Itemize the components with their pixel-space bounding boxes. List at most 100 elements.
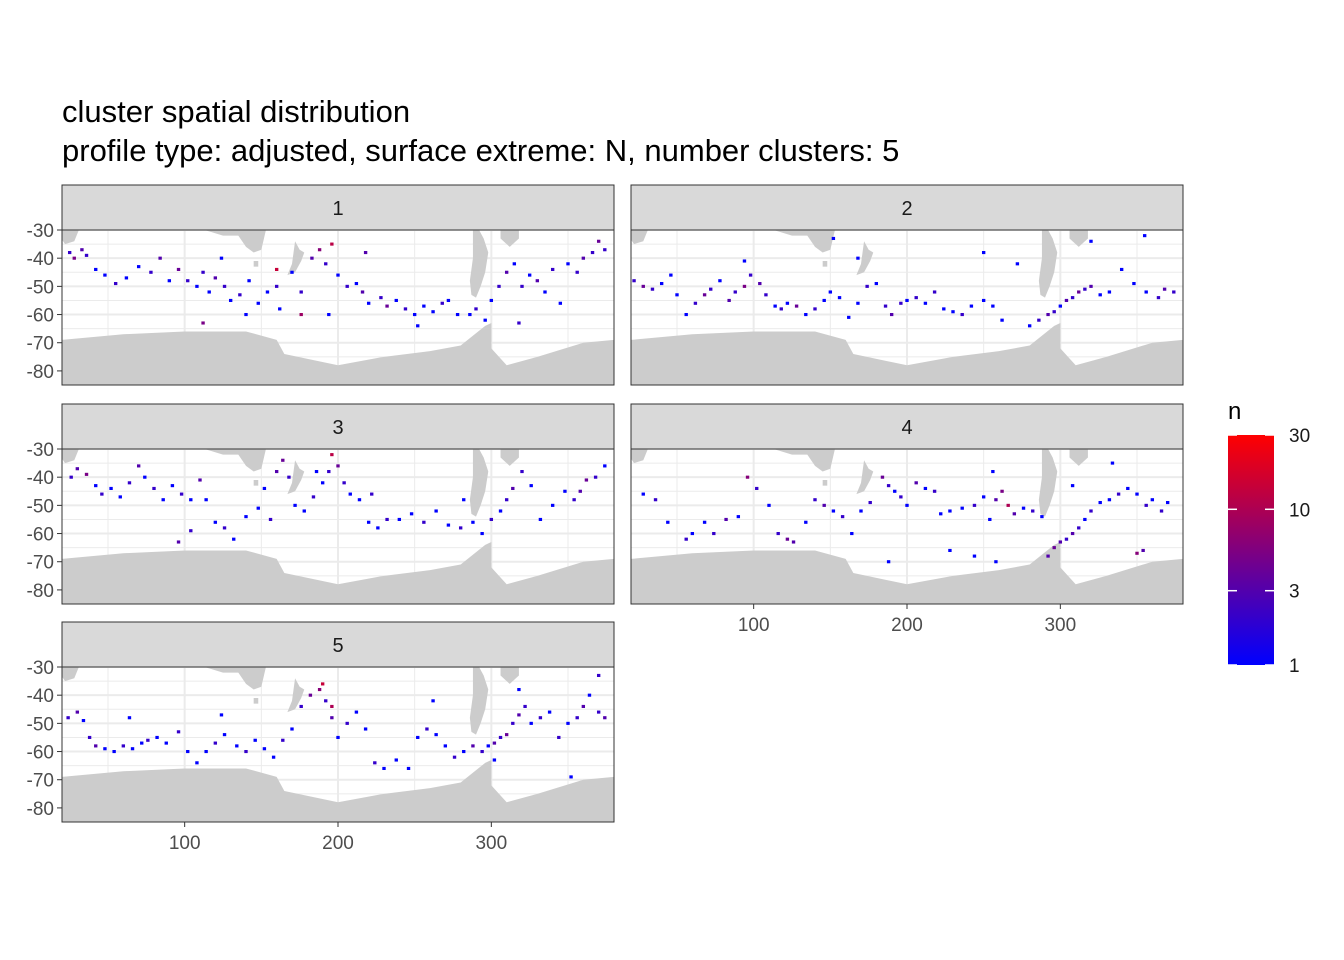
heatmap-cell bbox=[1065, 538, 1068, 541]
heatmap-cell bbox=[1120, 268, 1123, 271]
heatmap-cell bbox=[1172, 290, 1175, 293]
heatmap-cell bbox=[724, 518, 727, 521]
heatmap-cell bbox=[804, 521, 807, 524]
heatmap-cell bbox=[493, 758, 496, 761]
heatmap-cell bbox=[703, 521, 706, 524]
heatmap-cell bbox=[431, 699, 434, 702]
heatmap-cell bbox=[832, 509, 835, 512]
heatmap-cell bbox=[884, 305, 887, 308]
heatmap-cell bbox=[315, 470, 318, 473]
panel-plot-area bbox=[57, 449, 614, 607]
x-tick-label: 200 bbox=[322, 833, 354, 854]
heatmap-cell bbox=[551, 268, 554, 271]
heatmap-cell bbox=[737, 515, 740, 518]
heatmap-cell bbox=[758, 282, 761, 285]
heatmap-cell bbox=[856, 257, 859, 260]
heatmap-cell bbox=[361, 290, 364, 293]
heatmap-cell bbox=[327, 313, 330, 316]
heatmap-cell bbox=[603, 464, 606, 467]
heatmap-cell bbox=[777, 532, 780, 535]
heatmap-cell bbox=[128, 716, 131, 719]
y-tick-label: -70 bbox=[27, 334, 54, 355]
heatmap-cell bbox=[171, 484, 174, 487]
heatmap-cell bbox=[594, 476, 597, 479]
heatmap-cell bbox=[254, 739, 257, 742]
heatmap-cell bbox=[186, 750, 189, 753]
heatmap-cell bbox=[576, 271, 579, 274]
heatmap-cell bbox=[1046, 555, 1049, 558]
heatmap-cell bbox=[490, 299, 493, 302]
heatmap-cell bbox=[434, 509, 437, 512]
heatmap-cell bbox=[642, 285, 645, 288]
heatmap-cell bbox=[520, 285, 523, 288]
heatmap-cell bbox=[1046, 313, 1049, 316]
panel-plot-area bbox=[57, 667, 614, 825]
heatmap-cell bbox=[572, 498, 575, 501]
heatmap-cell bbox=[364, 727, 367, 730]
heatmap-cell bbox=[137, 464, 140, 467]
heatmap-cell bbox=[786, 538, 789, 541]
heatmap-cell bbox=[290, 727, 293, 730]
heatmap-cell bbox=[321, 481, 324, 484]
heatmap-cell bbox=[915, 296, 918, 299]
heatmap-cell bbox=[367, 302, 370, 305]
heatmap-cell bbox=[792, 540, 795, 543]
heatmap-cell bbox=[530, 484, 533, 487]
heatmap-cell bbox=[275, 268, 278, 271]
heatmap-cell bbox=[804, 313, 807, 316]
heatmap-cell bbox=[336, 464, 339, 467]
heatmap-cell bbox=[881, 476, 884, 479]
heatmap-cell bbox=[520, 470, 523, 473]
facet-strip-label: 5 bbox=[332, 635, 343, 657]
heatmap-cell bbox=[119, 495, 122, 498]
heatmap-cell bbox=[942, 307, 945, 310]
heatmap-cell bbox=[530, 722, 533, 725]
heatmap-cell bbox=[73, 257, 76, 260]
y-tick-label: -50 bbox=[27, 714, 54, 735]
heatmap-cell bbox=[1089, 285, 1092, 288]
heatmap-cell bbox=[566, 722, 569, 725]
heatmap-cell bbox=[269, 518, 272, 521]
heatmap-cell bbox=[201, 271, 204, 274]
heatmap-cell bbox=[1117, 493, 1120, 496]
heatmap-cell bbox=[536, 279, 539, 282]
heatmap-cell bbox=[275, 470, 278, 473]
heatmap-cell bbox=[293, 504, 296, 507]
heatmap-cell bbox=[300, 705, 303, 708]
heatmap-cell bbox=[780, 307, 783, 310]
heatmap-cell bbox=[355, 282, 358, 285]
color-legend: n 1 3 10 30 bbox=[1228, 398, 1310, 677]
heatmap-cell bbox=[404, 307, 407, 310]
heatmap-cell bbox=[694, 302, 697, 305]
heatmap-cell bbox=[70, 476, 73, 479]
heatmap-cell bbox=[1099, 293, 1102, 296]
heatmap-cell bbox=[832, 237, 835, 240]
heatmap-cell bbox=[444, 744, 447, 747]
heatmap-cell bbox=[407, 767, 410, 770]
land-mass bbox=[254, 698, 259, 704]
heatmap-cell bbox=[244, 313, 247, 316]
heatmap-cell bbox=[1099, 501, 1102, 504]
heatmap-cell bbox=[642, 493, 645, 496]
heatmap-cell bbox=[1031, 509, 1034, 512]
heatmap-cell bbox=[582, 705, 585, 708]
heatmap-cell bbox=[462, 750, 465, 753]
heatmap-cell bbox=[764, 293, 767, 296]
heatmap-cell bbox=[951, 310, 954, 313]
heatmap-cell bbox=[125, 276, 128, 279]
heatmap-cell bbox=[1000, 490, 1003, 493]
heatmap-cell bbox=[336, 736, 339, 739]
heatmap-cell bbox=[591, 251, 594, 254]
heatmap-cell bbox=[422, 521, 425, 524]
heatmap-cell bbox=[632, 279, 635, 282]
heatmap-cell bbox=[204, 498, 207, 501]
heatmap-cell bbox=[208, 290, 211, 293]
heatmap-cell bbox=[875, 282, 878, 285]
heatmap-cell bbox=[994, 498, 997, 501]
heatmap-cell bbox=[517, 688, 520, 691]
heatmap-cell bbox=[1016, 262, 1019, 265]
heatmap-cell bbox=[691, 532, 694, 535]
heatmap-cell bbox=[480, 750, 483, 753]
heatmap-cell bbox=[1037, 319, 1040, 322]
heatmap-cell bbox=[1053, 546, 1056, 549]
